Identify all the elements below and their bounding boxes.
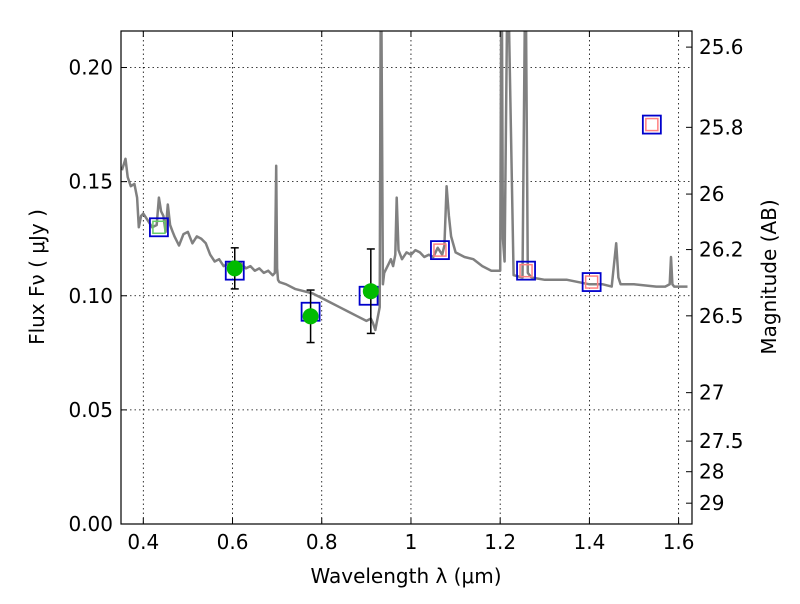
model-flux-square-inner — [645, 117, 659, 132]
y2-tick-label: 27 — [699, 381, 724, 405]
y-tick-label: 0.00 — [68, 512, 113, 536]
model-flux-square-inner — [519, 263, 533, 278]
plot-frame — [120, 30, 693, 525]
y-tick-label: 0.10 — [68, 284, 113, 308]
observed-flux-point — [362, 283, 379, 300]
y2-tick-label: 26.5 — [699, 304, 744, 328]
x-tick-label: 0.4 — [127, 530, 159, 554]
y2-tick-label: 28 — [699, 460, 724, 484]
y2-tick-label: 26 — [699, 182, 724, 206]
model-flux-square — [430, 240, 450, 261]
model-flux-square — [641, 114, 662, 135]
y2-tick-label: 27.5 — [699, 429, 744, 453]
y-tick-label: 0.20 — [68, 56, 113, 80]
y2-tick-label: 29 — [699, 491, 724, 515]
model-flux-square-inner — [584, 275, 599, 289]
x-tick-label: 0.8 — [306, 530, 338, 554]
y2-tick-label: 26.2 — [699, 238, 744, 262]
axes: 0.4 0.6 0.8 1 1.2 1.4 1.6 0.00 0.05 0.10 0.15 0.20 2… — [68, 31, 744, 554]
model-flux-square — [581, 272, 602, 292]
x-tick-label: 0.6 — [217, 530, 249, 554]
x-tick-label: 1.4 — [573, 530, 605, 554]
y-tick-label: 0.15 — [68, 170, 113, 194]
observed-flux-point — [226, 260, 243, 277]
model-flux-square-inner — [152, 220, 166, 235]
plot-area — [121, 31, 688, 344]
x-axis-label: Wavelength λ (μm) — [310, 564, 501, 588]
grid — [121, 31, 692, 524]
y-axis-label: Flux Fν ( μJy ) — [25, 209, 49, 345]
y2-tick-label: 25.8 — [699, 115, 744, 139]
x-tick-label: 1 — [405, 530, 418, 554]
model-flux-square — [149, 217, 169, 238]
y2-tick-label: 25.6 — [699, 35, 744, 59]
y2-axis-label: Magnitude (AB) — [757, 199, 781, 354]
x-tick-label: 1.2 — [484, 530, 516, 554]
x-tick-label: 1.6 — [663, 530, 695, 554]
model-flux-square — [516, 260, 536, 281]
model-flux-square-inner — [433, 243, 447, 257]
y-tick-label: 0.05 — [68, 398, 113, 422]
spectrum-line — [121, 31, 688, 332]
observed-flux-point — [302, 308, 319, 325]
